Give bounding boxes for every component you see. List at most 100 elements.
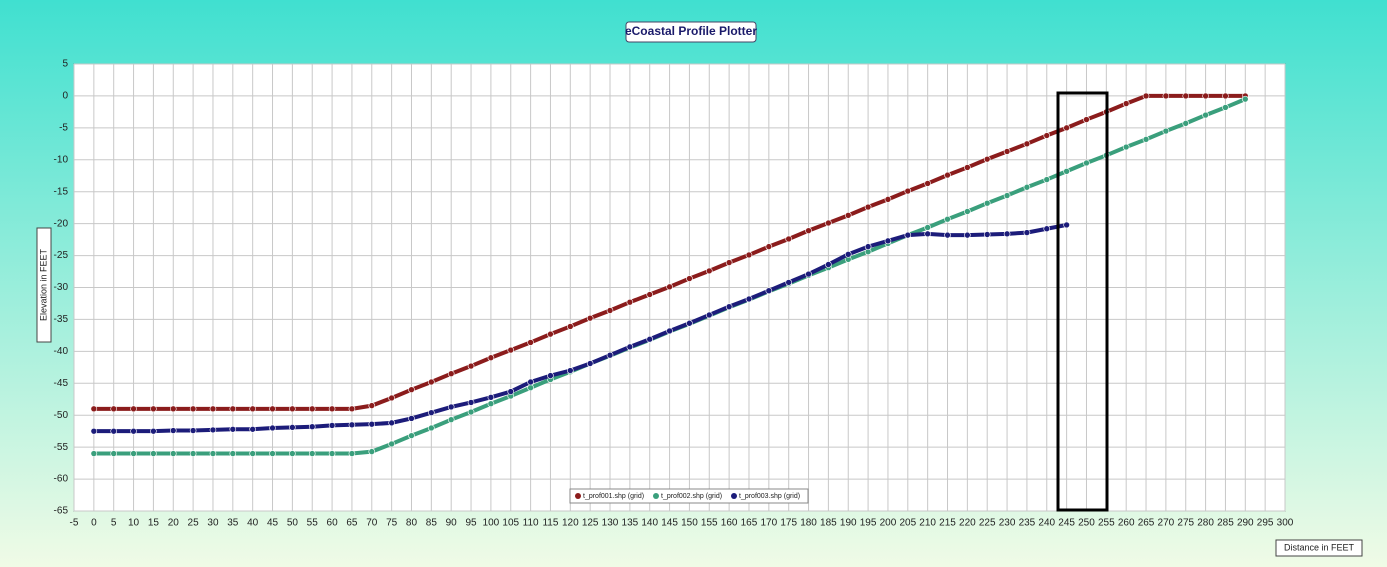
data-point	[348, 421, 356, 429]
data-point	[328, 422, 336, 429]
data-point	[348, 405, 356, 413]
y-tick-label: 0	[62, 91, 68, 102]
x-tick-label: 260	[1118, 518, 1135, 529]
data-point	[308, 423, 316, 431]
data-point	[1083, 159, 1090, 167]
data-point	[169, 450, 177, 457]
data-point	[90, 405, 98, 413]
x-tick-label: 160	[721, 518, 738, 529]
data-point	[110, 427, 118, 435]
x-tick-label: 200	[880, 518, 897, 529]
x-tick-label: 300	[1277, 518, 1294, 529]
data-point	[983, 155, 991, 163]
data-point	[308, 405, 316, 413]
data-point	[507, 388, 515, 395]
data-point	[785, 235, 792, 243]
data-point	[229, 405, 237, 413]
highlight-box	[1056, 91, 1109, 512]
data-point	[725, 259, 733, 266]
data-point	[547, 330, 554, 338]
x-tick-label: 215	[939, 518, 956, 529]
data-point	[1023, 183, 1031, 191]
data-point	[388, 440, 395, 448]
data-point	[527, 339, 534, 346]
data-point	[527, 378, 534, 386]
data-point	[388, 394, 395, 402]
x-tick-label: 295	[1257, 518, 1274, 529]
data-point	[110, 405, 118, 413]
data-point	[487, 400, 495, 408]
data-point	[705, 311, 713, 319]
data-point	[765, 243, 773, 250]
data-point	[686, 275, 693, 282]
data-point	[924, 180, 931, 187]
data-point	[567, 323, 574, 330]
x-tick-label: 265	[1138, 518, 1155, 529]
data-point	[308, 450, 316, 457]
data-point	[388, 419, 395, 427]
x-tick-label: 135	[622, 518, 639, 529]
data-point	[964, 208, 971, 215]
legend-marker	[575, 493, 581, 499]
data-point	[1023, 229, 1031, 236]
data-point	[368, 402, 376, 409]
data-point	[269, 450, 276, 457]
data-point	[805, 270, 812, 278]
data-point	[1222, 104, 1229, 111]
data-point	[1003, 230, 1011, 238]
x-tick-label: 175	[780, 518, 797, 529]
data-point	[1122, 143, 1130, 151]
data-point	[169, 405, 177, 413]
x-tick-label: 85	[426, 518, 438, 529]
x-tick-label: 110	[523, 518, 539, 529]
data-point	[567, 367, 574, 374]
y-label-box	[36, 227, 52, 343]
x-tick-label: 105	[502, 518, 519, 529]
x-tick-label: 30	[207, 518, 219, 529]
data-point	[1043, 176, 1051, 183]
data-point	[983, 231, 991, 238]
x-tick-label: 25	[188, 518, 200, 529]
data-point	[110, 450, 118, 457]
data-point	[447, 370, 455, 378]
data-point	[864, 243, 872, 250]
data-point	[269, 405, 276, 413]
y-tick-label: -60	[54, 474, 69, 485]
data-point	[447, 403, 455, 411]
data-point	[964, 231, 971, 239]
x-tick-label: 285	[1217, 518, 1234, 529]
data-point	[229, 450, 237, 457]
data-point	[368, 420, 376, 428]
x-tick-label: 120	[562, 518, 579, 529]
data-point	[447, 416, 455, 423]
x-tick-label: 195	[860, 518, 877, 529]
data-point	[1202, 111, 1209, 119]
x-tick-label: 255	[1098, 518, 1115, 529]
data-point	[368, 448, 376, 455]
data-point	[408, 432, 415, 439]
data-point	[864, 203, 872, 211]
data-point	[666, 283, 673, 291]
data-point	[1142, 92, 1150, 100]
data-point	[90, 450, 98, 457]
y-tick-label: -65	[54, 506, 69, 517]
x-tick-label: 5	[111, 518, 117, 529]
x-tick-label: 50	[287, 518, 299, 529]
data-point	[209, 426, 217, 434]
data-point	[189, 427, 197, 434]
data-point	[586, 360, 594, 367]
data-point	[1182, 120, 1190, 127]
x-label-box	[1275, 539, 1363, 557]
data-point	[428, 409, 435, 416]
y-tick-label: -5	[59, 122, 68, 133]
data-point	[467, 408, 475, 416]
data-point	[348, 450, 356, 457]
x-tick-label: 225	[979, 518, 996, 529]
title-box	[625, 21, 757, 43]
data-point	[408, 386, 415, 393]
data-point	[904, 187, 912, 195]
data-point	[646, 335, 654, 343]
data-point	[1063, 221, 1070, 229]
data-point	[289, 424, 296, 431]
